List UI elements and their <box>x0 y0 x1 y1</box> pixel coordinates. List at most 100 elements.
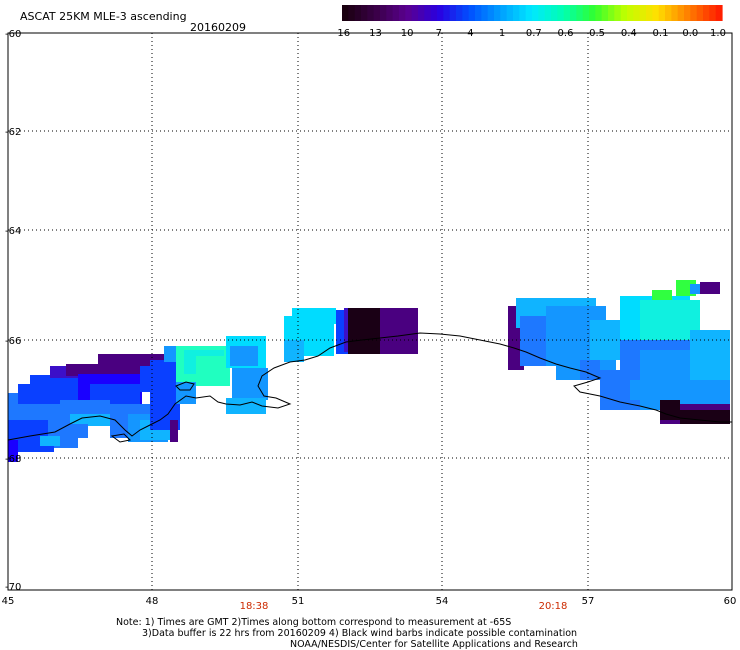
swath-cell <box>630 380 660 400</box>
colorbar-cell <box>462 5 470 21</box>
credit-line: NOAA/NESDIS/Center for Satellite Applica… <box>290 639 578 650</box>
colorbar-cell <box>557 5 565 21</box>
colorbar-cell <box>665 5 672 21</box>
colorbar-cell <box>411 5 419 21</box>
colorbar-cell <box>595 5 603 21</box>
colorbar-cell <box>715 5 723 21</box>
swath-cell <box>520 316 550 366</box>
map-title: ASCAT 25KM MLE-3 ascending <box>20 10 187 23</box>
colorbar-cell <box>456 5 463 21</box>
colorbar-cell <box>494 5 501 21</box>
colorbar: -16 -13 -10 -7 -4 -1 -0.7 -0.6 -0.5 -0.4… <box>334 5 726 39</box>
colorbar-cell <box>373 5 381 21</box>
graticule <box>8 33 732 590</box>
lat-label-60: -60 <box>5 29 21 40</box>
lon-label-51: 51 <box>292 596 305 607</box>
swath-cell <box>580 360 600 380</box>
swath-cell <box>70 414 110 426</box>
colorbar-cell <box>348 5 356 21</box>
colorbar-cell <box>551 5 558 21</box>
wind-data-swath <box>8 280 730 462</box>
lon-label-60: 60 <box>724 596 737 607</box>
colorbar-cell <box>354 5 362 21</box>
map-frame <box>7 32 733 591</box>
colorbar-cell <box>475 5 482 21</box>
lat-label-62: -62 <box>5 127 21 138</box>
swath-cell <box>348 308 368 354</box>
colorbar-cell <box>639 5 647 21</box>
colorbar-cell <box>696 5 704 21</box>
colorbar-cell <box>608 5 615 21</box>
swath-cell <box>30 375 80 390</box>
swath-cell <box>170 420 178 442</box>
colorbar-cell <box>519 5 527 21</box>
colorbar-cell <box>614 5 622 21</box>
longitude-labels: 45 48 51 54 57 60 <box>2 596 737 607</box>
colorbar-cell <box>342 5 349 21</box>
colorbar-cell <box>380 5 387 21</box>
lon-label-48: 48 <box>146 596 159 607</box>
swath-cell <box>660 400 680 420</box>
swath-cell <box>40 436 60 446</box>
lat-label-68: -68 <box>5 454 21 465</box>
swath-cell <box>196 356 226 386</box>
colorbar-cell <box>500 5 508 21</box>
colorbar-cell <box>513 5 520 21</box>
lat-label-70: -70 <box>5 582 21 593</box>
swath-cell <box>140 366 170 392</box>
colorbar-cell <box>646 5 653 21</box>
colorbar-cell <box>576 5 584 21</box>
colorbar-cell <box>709 5 717 21</box>
colorbar-cell <box>677 5 685 21</box>
colorbar-cell <box>684 5 691 21</box>
swath-cell <box>8 440 18 462</box>
colorbar-cell <box>449 5 457 21</box>
colorbar-cell <box>506 5 514 21</box>
colorbar-cell <box>652 5 660 21</box>
colorbar-cell <box>443 5 451 21</box>
colorbar-cell <box>481 5 489 21</box>
lon-label-57: 57 <box>582 596 595 607</box>
colorbar-cell <box>532 5 539 21</box>
lon-label-45: 45 <box>2 596 15 607</box>
swath-cell <box>230 346 258 366</box>
swath-cell <box>652 290 672 300</box>
note-line-1: Note: 1) Times are GMT 2)Times along bot… <box>116 617 511 628</box>
colorbar-cell <box>538 5 546 21</box>
colorbar-cell <box>418 5 425 21</box>
colorbar-cell <box>601 5 609 21</box>
colorbar-cell <box>386 5 394 21</box>
colorbar-cell <box>620 5 628 21</box>
swath-cell <box>680 410 730 424</box>
colorbar-cell <box>690 5 698 21</box>
time-label-1: 18:38 <box>240 601 269 612</box>
colorbar-cell <box>367 5 375 21</box>
colorbar-cell <box>468 5 476 21</box>
map-date: 20160209 <box>190 21 246 34</box>
colorbar-cell <box>399 5 406 21</box>
colorbar-cell <box>405 5 413 21</box>
colorbar-cell <box>487 5 495 21</box>
colorbar-cell <box>589 5 596 21</box>
swath-cell <box>284 340 304 362</box>
colorbar-cell <box>424 5 432 21</box>
colorbar-cell <box>563 5 571 21</box>
colorbar-cell <box>633 5 641 21</box>
swath-cell <box>98 354 164 366</box>
lat-label-66: -66 <box>5 336 21 347</box>
colorbar-cell <box>570 5 577 21</box>
colorbar-cell <box>627 5 634 21</box>
swath-cell <box>232 368 268 400</box>
colorbar-cell <box>361 5 368 21</box>
colorbar-cell <box>703 5 710 21</box>
latitude-labels: -60 -62 -64 -66 -68 -70 <box>5 29 21 593</box>
colorbar-cell <box>437 5 444 21</box>
lat-label-64: -64 <box>5 226 21 237</box>
swath-cell <box>366 308 384 354</box>
colorbar-cell <box>430 5 438 21</box>
swath-cell <box>380 308 418 354</box>
swath-cell <box>292 308 336 324</box>
colorbar-cell <box>544 5 552 21</box>
colorbar-cell <box>671 5 679 21</box>
